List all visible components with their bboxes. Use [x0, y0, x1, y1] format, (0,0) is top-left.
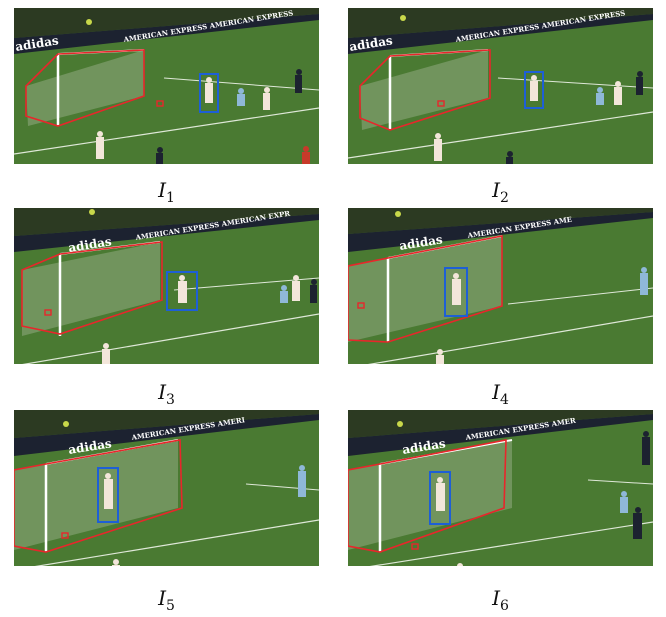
player-annotation-box: [199, 73, 219, 113]
frame-label-5: I5: [158, 586, 175, 614]
adidas-board-text: adidas: [67, 436, 113, 457]
goal-annotation-box: [21, 241, 163, 335]
ball-annotation-box: [44, 309, 52, 316]
frame-label-1: I1: [158, 178, 175, 206]
video-frame-3: adidas AMERICAN EXPRESS AMERICAN EXPR: [14, 208, 319, 364]
goal-annotation-box: [25, 49, 145, 127]
video-frame-5: adidas AMERICAN EXPRESS AMERI: [14, 410, 319, 566]
player-annotation-box: [166, 271, 198, 311]
goal-annotation-box: [359, 49, 491, 131]
player-annotation-box: [444, 267, 468, 317]
adidas-board-text: adidas: [398, 232, 444, 253]
player-annotation-box: [429, 471, 451, 525]
ball-annotation-box: [411, 543, 419, 550]
ball-annotation-box: [437, 100, 445, 107]
ball-annotation-box: [61, 532, 69, 539]
player-annotation-box: [524, 71, 544, 109]
adidas-board-text: adidas: [348, 33, 394, 54]
player-annotation-box: [97, 467, 119, 523]
video-frame-1: adidas AMERICAN EXPRESS AMERICAN EXPRESS: [14, 8, 319, 164]
frame-label-3: I3: [158, 380, 175, 408]
video-frame-2: adidas AMERICAN EXPRESS AMERICAN EXPRESS: [348, 8, 653, 164]
video-frame-6: adidas AMERICAN EXPRESS AMER: [348, 410, 653, 566]
frame-label-2: I2: [492, 178, 509, 206]
frame-label-6: I6: [492, 586, 509, 614]
goal-annotation-box: [14, 439, 183, 553]
ball-annotation-box: [156, 100, 164, 107]
ball-annotation-box: [357, 302, 365, 309]
goal-annotation-box: [348, 439, 507, 553]
adidas-board-text: adidas: [14, 33, 60, 54]
frame-label-4: I4: [492, 380, 509, 408]
adidas-board-text: adidas: [401, 436, 447, 457]
video-frame-4: adidas AMERICAN EXPRESS AME: [348, 208, 653, 364]
goal-annotation-box: [348, 235, 503, 343]
